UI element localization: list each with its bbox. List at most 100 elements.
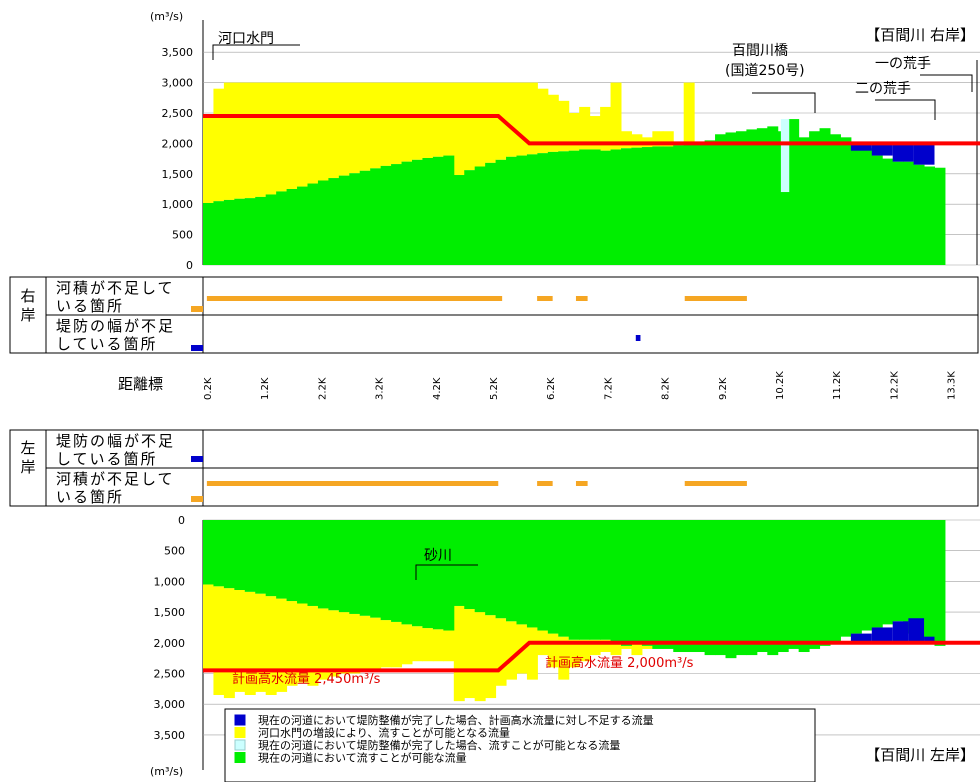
bottom-shortfall-bar [850, 633, 872, 643]
top-green-bar [641, 147, 653, 265]
bottom-green-bar [777, 520, 789, 653]
top-lightblue-bar [780, 119, 790, 193]
top-yellow-bar [380, 82, 392, 166]
bottom-shortfall-bar [892, 621, 909, 643]
bottom-yellow-bar [338, 612, 350, 674]
bottom-green-bar [673, 520, 685, 653]
legend-swatch [234, 752, 246, 763]
top-green-bar [934, 167, 946, 265]
bottom-yellow-bar [526, 627, 538, 680]
top-shortfall-bar [871, 143, 893, 156]
top-green-bar [265, 194, 277, 265]
left-bank-deficit-legend [191, 496, 203, 502]
top-green-bar [830, 134, 841, 265]
top-green-bar [798, 137, 810, 265]
bottom-yellow-bar [391, 621, 403, 668]
bottom-yellow-bar [579, 639, 591, 662]
bottom-yellow-bar [568, 639, 580, 668]
right-bank-row1-line2: いる箇所 [56, 297, 124, 315]
top-green-bar [359, 170, 371, 265]
bottom-yellow-bar [359, 615, 371, 671]
bottom-yellow-bar [255, 593, 267, 692]
bottom-yellow-bar [328, 610, 340, 677]
bottom-annotation-line-sunagawa [415, 564, 478, 580]
top-ytick-label: 3,000 [162, 77, 194, 90]
distance-tick-label: 1.2K [260, 377, 271, 400]
bottom-green-bar [871, 520, 883, 628]
bottom-yellow-bar [265, 596, 277, 695]
top-ytick-label: 2,000 [162, 137, 194, 150]
distance-tick-label: 8.2K [661, 377, 672, 400]
top-green-bar [255, 196, 267, 265]
left-bank-row2-line2: いる箇所 [56, 488, 124, 506]
bottom-green-bar [234, 520, 246, 590]
top-green-bar [579, 149, 591, 265]
top-green-bar [683, 144, 695, 265]
top-green-bar [412, 159, 423, 265]
top-yellow-bar [276, 82, 288, 192]
top-green-bar [924, 166, 935, 265]
bottom-yellow-bar [223, 588, 235, 699]
bottom-yellow-bar [422, 628, 434, 662]
top-yellow-bar [370, 82, 382, 169]
bottom-green-bar [840, 520, 852, 637]
top-green-bar [547, 151, 559, 265]
top-ytick-label: 0 [186, 259, 193, 272]
bottom-green-bar [526, 520, 538, 628]
bottom-green-bar [474, 520, 486, 613]
left-bank-row1-line2: している箇所 [56, 450, 158, 468]
distance-tick-label: 10.2K [775, 371, 786, 400]
top-green-bar [223, 199, 235, 265]
top-yellow-bar [265, 82, 277, 195]
bottom-green-bar [892, 520, 904, 622]
distance-tick-label: 12.2K [889, 371, 900, 400]
bottom-yellow-bar [244, 591, 256, 695]
bottom-plan-label-2450: 計画高水流量 2,450m³/s [232, 671, 381, 687]
right-bank-label-2: 岸 [20, 306, 35, 324]
top-green-bar [809, 131, 821, 265]
top-yellow-bar [453, 82, 465, 176]
top-green-bar [297, 186, 308, 265]
top-yellow-bar [547, 94, 559, 152]
right-bank-deficit-legend [191, 306, 203, 312]
top-yellow-bar [495, 82, 507, 160]
top-green-bar [328, 178, 340, 265]
top-green-bar [432, 156, 444, 265]
top-yellow-bar [244, 82, 256, 199]
top-yellow-bar [412, 82, 423, 160]
top-green-bar [244, 198, 256, 265]
right-bank-deficit-bar [575, 296, 588, 301]
top-green-bar [892, 161, 904, 265]
top-yellow-bar [223, 82, 235, 200]
bottom-yellow-bar [464, 609, 476, 699]
bottom-green-bar [934, 520, 946, 646]
bottom-green-bar [725, 520, 737, 659]
top-green-bar [380, 165, 392, 265]
top-annotation-weir1: 一の荒手 [875, 56, 931, 72]
bottom-green-bar [443, 520, 455, 631]
bottom-green-bar [265, 520, 277, 597]
top-yellow-bar [610, 82, 622, 150]
top-shortfall-bar [892, 143, 914, 162]
top-yellow-bar [255, 82, 267, 197]
bottom-green-bar [924, 520, 935, 640]
bottom-yellow-bar [589, 639, 601, 656]
top-green-bar [516, 155, 528, 265]
top-shortfall-bar [850, 143, 872, 151]
bottom-green-bar [317, 520, 329, 609]
top-yellow-bar [558, 100, 570, 152]
top-green-bar [537, 153, 549, 265]
bottom-plan-flow-line [203, 640, 980, 673]
top-yellow-bar [432, 82, 444, 157]
bottom-green-bar [203, 520, 214, 585]
top-yellow-bar [579, 106, 591, 150]
top-ytick-label: 500 [172, 229, 193, 242]
bottom-yellow-bar [600, 639, 612, 653]
bottom-yellow-bar [234, 589, 246, 692]
bottom-green-bar [767, 520, 779, 656]
top-yellow-bar [401, 82, 413, 162]
top-yellow-bar [464, 82, 476, 171]
bottom-ytick-label: 1,000 [154, 575, 186, 588]
left-bank-deficit-bar [206, 481, 499, 486]
bottom-yellow-bar [401, 624, 413, 665]
